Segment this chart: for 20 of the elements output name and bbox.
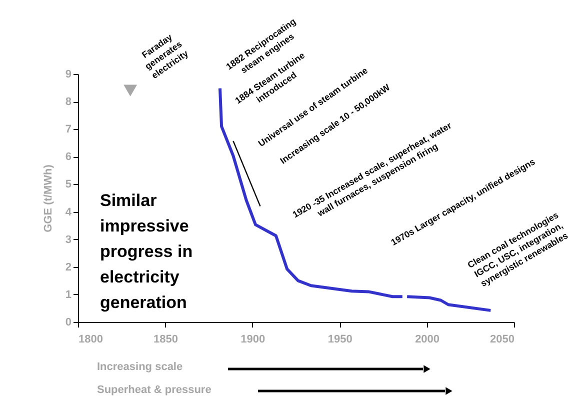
- text: Increasing scale: [97, 361, 183, 373]
- x-tick-label: 1850: [153, 334, 178, 346]
- y-tick-label: 4: [65, 206, 72, 218]
- y-tick-label: 8: [65, 96, 72, 108]
- text: Superheat & pressure: [97, 384, 212, 396]
- y-tick-label: 2: [65, 261, 72, 274]
- y-tick-label: 5: [65, 178, 72, 191]
- x-tick-label: 1800: [78, 334, 103, 346]
- y-tick-label: 6: [65, 151, 72, 164]
- annotation: Similar impressive progress in electricity generation: [100, 191, 193, 312]
- x-tick-label: 1900: [240, 334, 266, 346]
- y-tick-label: 1: [65, 288, 72, 301]
- y-tick-label: 0: [65, 316, 72, 328]
- x-tick-label: 2050: [490, 334, 514, 346]
- y-tick-label: 7: [65, 124, 72, 136]
- y-axis-title: GGE (t/MWh): [42, 164, 54, 232]
- x-tick-label: 2000: [415, 334, 440, 346]
- x-tick-label: 1950: [328, 334, 352, 346]
- y-tick-label: 9: [65, 68, 72, 80]
- y-tick-label: 3: [65, 234, 72, 246]
